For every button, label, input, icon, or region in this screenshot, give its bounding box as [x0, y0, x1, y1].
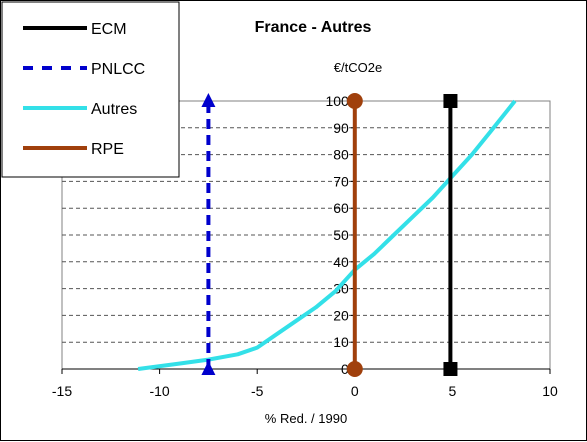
x-tick-label: 5 [449, 383, 457, 399]
legend-label-pnlcc: PNLCC [91, 61, 145, 78]
legend: ECM PNLCC Autres RPE [1, 1, 180, 178]
marker-ecm [443, 362, 458, 376]
y-tick-label: 0 [341, 361, 349, 377]
y-tick-label: 70 [333, 173, 349, 189]
y-tick-label: 80 [333, 147, 349, 163]
x-tick-label: -5 [251, 383, 264, 399]
marker-rpe [346, 93, 363, 109]
x-axis: -15 -10 -5 0 5 10 [52, 368, 558, 399]
y-tick-label: 40 [333, 254, 349, 270]
y-tick-label: 90 [333, 120, 349, 136]
series-layer [137, 93, 517, 377]
x-tick-label: 10 [542, 383, 558, 399]
chart-title: France - Autres [255, 19, 372, 36]
y-tick-label: 50 [333, 227, 349, 243]
x-tick-label: 0 [351, 383, 359, 399]
legend-entries: ECM PNLCC Autres RPE [23, 21, 145, 158]
y-tick-label: 100 [325, 93, 349, 109]
grid-layer [62, 127, 550, 343]
marker-pnlcc [201, 93, 216, 107]
y-tick-label: 30 [333, 281, 349, 297]
y-tick-label: 60 [333, 200, 349, 216]
marker-ecm [443, 94, 458, 108]
legend-label-autres: Autres [91, 101, 137, 118]
legend-label-ecm: ECM [91, 21, 127, 38]
y-tick-label: 10 [333, 334, 349, 350]
unit-label: €/tCO2e [334, 60, 382, 75]
x-tick-label: -10 [149, 383, 169, 399]
marker-pnlcc [201, 361, 216, 375]
x-axis-title: % Red. / 1990 [265, 411, 347, 426]
marker-rpe [346, 361, 363, 377]
x-tick-label: -15 [52, 383, 72, 399]
series-line-autres [137, 99, 517, 371]
y-tick-label: 20 [333, 307, 349, 323]
legend-label-rpe: RPE [91, 141, 124, 158]
